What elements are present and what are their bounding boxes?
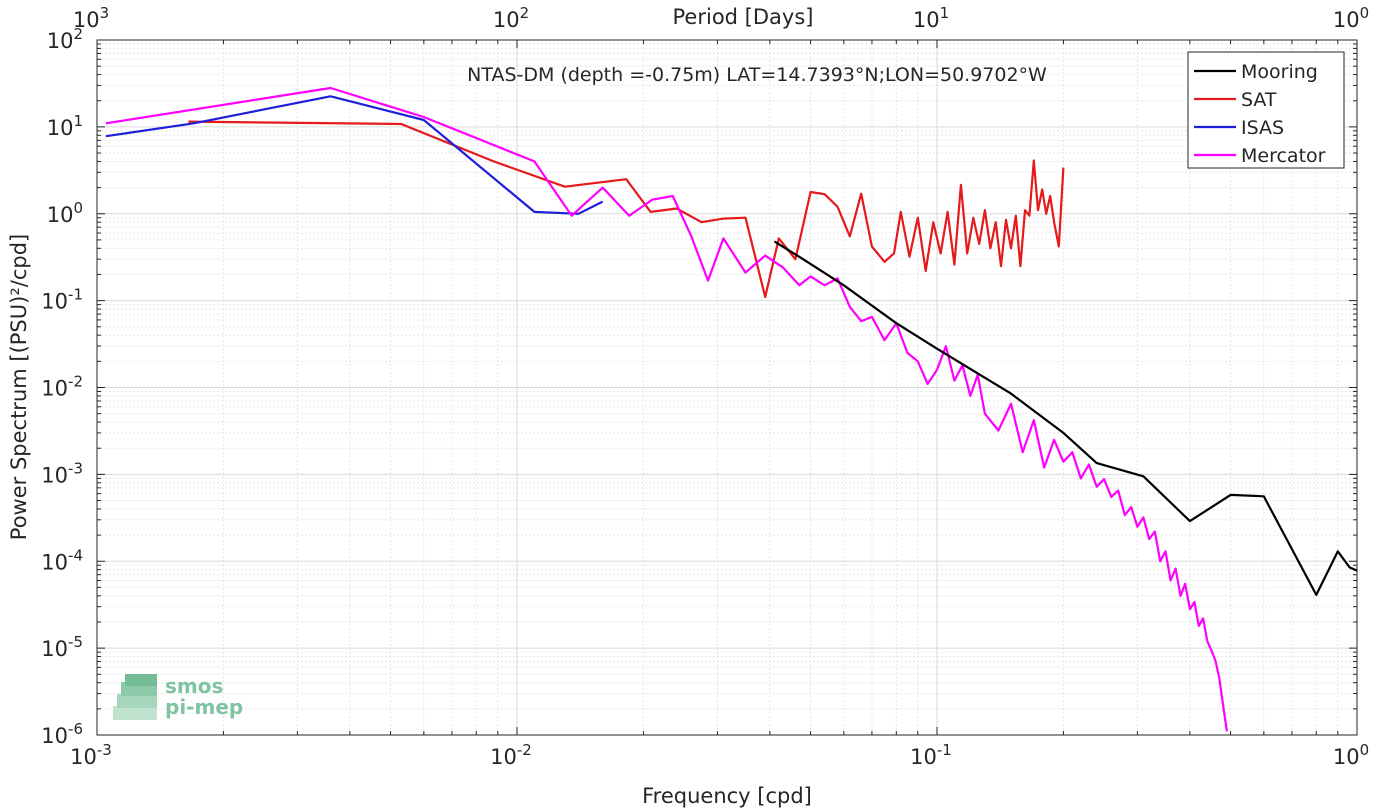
series-line-mooring xyxy=(773,240,1358,597)
smos-pi-mep-logo: smos pi-mep xyxy=(113,674,243,720)
series-line-mercator xyxy=(105,86,1228,732)
legend-label-isas: ISAS xyxy=(1241,117,1284,139)
legend-label-mooring: Mooring xyxy=(1241,61,1318,83)
chart-title: NTAS-DM (depth =-0.75m) LAT=14.7393°N;LO… xyxy=(467,64,1047,86)
x-tick-label: 10-1 xyxy=(910,741,952,769)
y-axis-label: Power Spectrum [(PSU)²/cpd] xyxy=(7,234,31,540)
y-tick-label: 10-3 xyxy=(41,459,83,487)
top-tick-label: 103 xyxy=(73,4,109,32)
y-tick-label: 10-2 xyxy=(41,373,83,401)
x-tick-label: 100 xyxy=(1333,741,1369,769)
logo-text-smos: smos xyxy=(165,674,223,698)
grid xyxy=(96,39,1358,736)
legend-label-mercator: Mercator xyxy=(1241,145,1326,167)
series-line-isas xyxy=(105,95,604,215)
y-tick-label: 100 xyxy=(47,199,83,227)
x-tick-label: 10-2 xyxy=(490,741,532,769)
legend: Mooring SAT ISAS Mercator xyxy=(1187,51,1345,169)
y-tick-label: 10-5 xyxy=(41,633,83,661)
logo-text-pi-mep: pi-mep xyxy=(165,695,243,719)
y-tick-label: 10-4 xyxy=(41,546,83,574)
x-tick-label: 10-3 xyxy=(70,741,112,769)
y-tick-label: 102 xyxy=(47,25,83,53)
series-line-sat xyxy=(188,120,1065,299)
y-tick-label: 101 xyxy=(47,112,83,140)
top-tick-label: 101 xyxy=(913,4,949,32)
top-axis-label: Period [Days] xyxy=(673,5,814,29)
series-lines xyxy=(105,86,1358,732)
top-tick-label: 102 xyxy=(493,4,529,32)
y-tick-label: 10-6 xyxy=(41,720,83,748)
y-tick-label: 10-1 xyxy=(41,286,83,314)
top-tick-label: 100 xyxy=(1333,4,1369,32)
x-axis-label: Frequency [cpd] xyxy=(642,784,812,808)
logo-mark-icon xyxy=(113,674,157,720)
legend-label-sat: SAT xyxy=(1241,89,1277,111)
